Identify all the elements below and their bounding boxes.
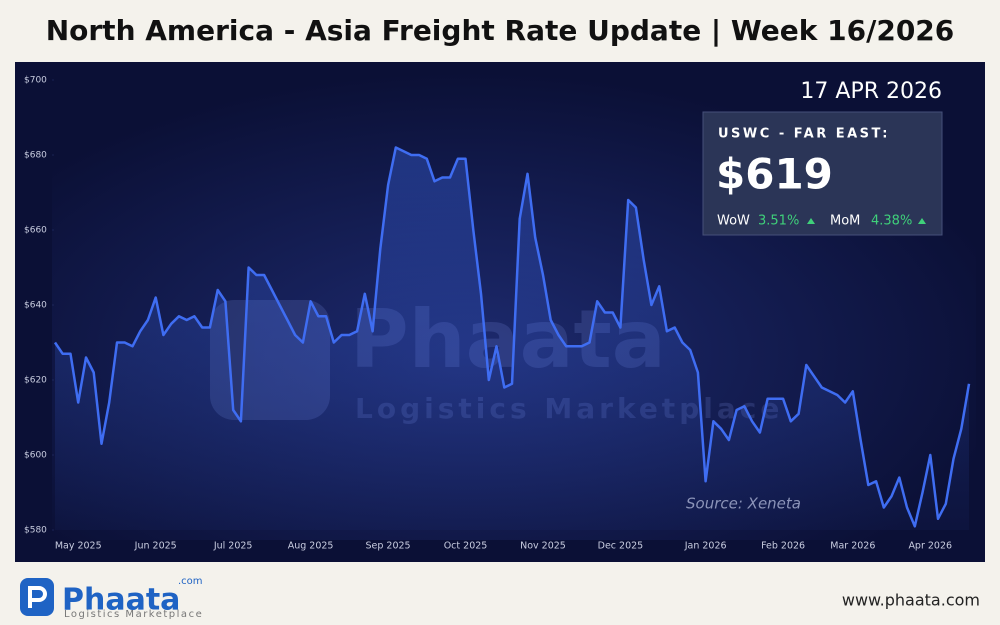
x-tick-label: Nov 2025	[520, 541, 566, 552]
y-tick-label: $600	[24, 451, 47, 461]
footer-brand-suffix: .com	[178, 576, 203, 587]
x-tick-label: Mar 2026	[830, 541, 875, 552]
x-tick-label: May 2025	[55, 541, 102, 552]
x-tick-label: Jan 2026	[684, 541, 727, 552]
wow-arrow	[807, 218, 815, 224]
x-tick-label: Aug 2025	[288, 541, 334, 552]
wow-label: WoW	[717, 214, 750, 229]
chart-title: North America - Asia Freight Rate Update…	[46, 14, 955, 47]
logo-icon	[20, 578, 54, 616]
y-tick-label: $640	[24, 301, 47, 311]
date-label: 17 APR 2026	[800, 79, 942, 104]
x-tick-label: Sep 2025	[366, 541, 411, 552]
mom-value: 4.38%	[871, 214, 912, 229]
y-tick-label: $580	[24, 526, 47, 536]
x-tick-label: Apr 2026	[908, 541, 952, 552]
website: www.phaata.com	[842, 591, 980, 610]
y-tick-label: $660	[24, 226, 47, 236]
x-tick-label: Dec 2025	[598, 541, 644, 552]
x-tick-label: Jul 2025	[213, 541, 253, 552]
mom-arrow	[918, 218, 926, 224]
card-price: $619	[716, 150, 833, 199]
wow-value: 3.51%	[758, 214, 799, 229]
mom-label: MoM	[830, 214, 860, 229]
y-tick-label: $680	[24, 151, 47, 161]
source-note: Source: Xeneta	[686, 495, 801, 513]
rate-card	[702, 111, 943, 236]
x-tick-label: Feb 2026	[761, 541, 805, 552]
y-tick-label: $700	[24, 76, 47, 86]
logo-glyph	[28, 586, 47, 608]
area-fill	[55, 147, 969, 530]
footer-tagline: Logistics Marketplace	[64, 609, 203, 620]
footer-brand: Phaata	[62, 583, 180, 618]
x-tick-label: Oct 2025	[444, 541, 488, 552]
rate-line	[53, 146, 971, 528]
x-tick-label: Jun 2025	[134, 541, 177, 552]
card-route: USWC - FAR EAST:	[718, 127, 890, 142]
y-tick-label: $620	[24, 376, 47, 386]
